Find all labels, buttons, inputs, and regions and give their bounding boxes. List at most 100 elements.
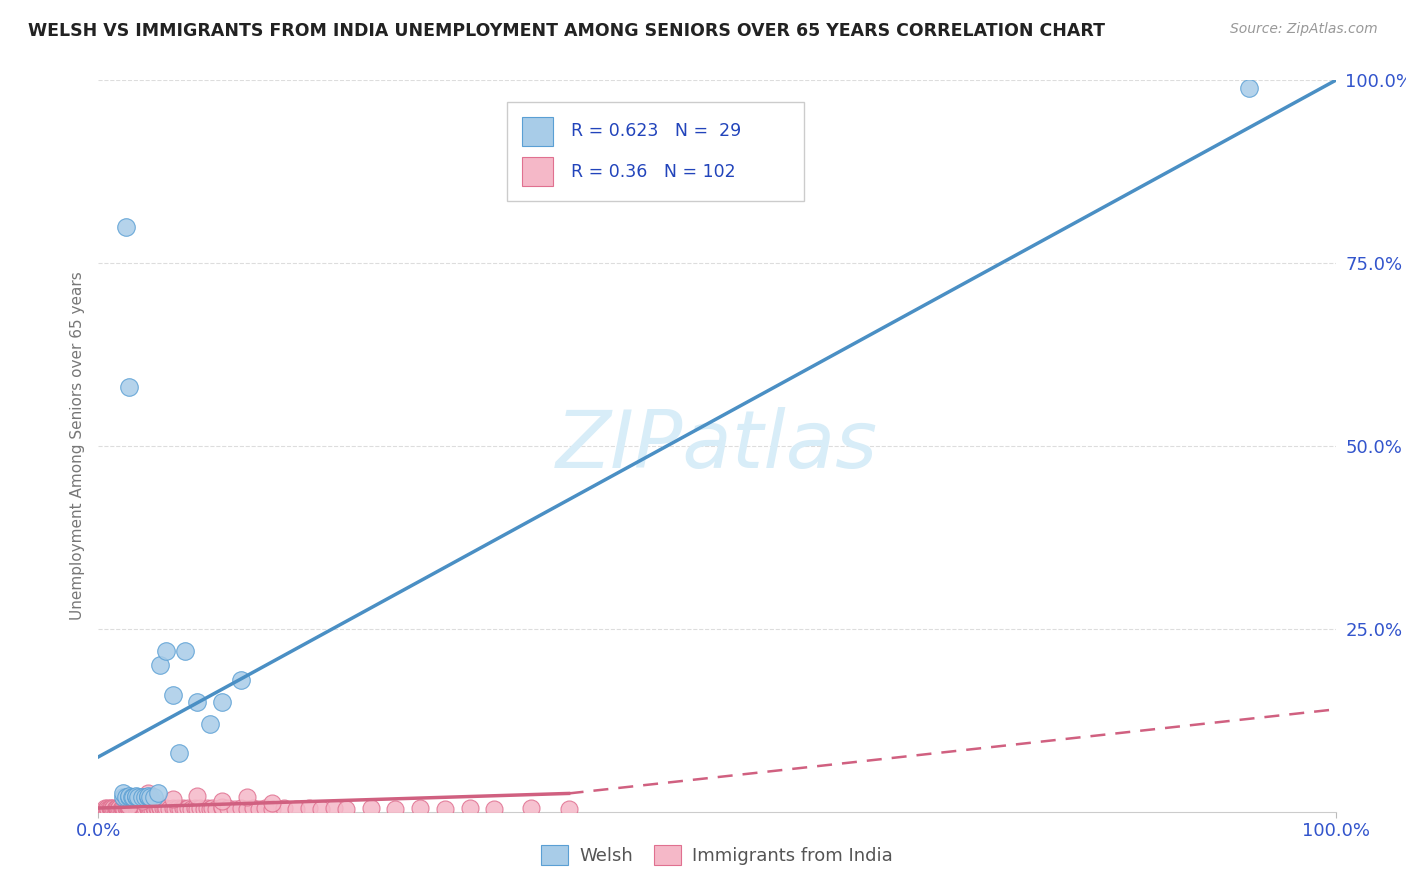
Point	[360, 801, 382, 815]
Point	[169, 802, 191, 816]
Point	[122, 802, 145, 816]
Point	[97, 802, 120, 816]
Point	[128, 802, 150, 816]
Point	[149, 801, 172, 815]
Point	[335, 802, 357, 816]
Point	[118, 380, 141, 394]
Point	[118, 789, 141, 803]
Point	[162, 791, 184, 805]
Point	[298, 801, 321, 815]
Point	[134, 801, 156, 815]
Point	[217, 801, 239, 815]
Point	[93, 801, 115, 815]
Bar	[522, 117, 553, 146]
Point	[104, 801, 127, 815]
Point	[139, 790, 162, 805]
Point	[211, 801, 233, 815]
Point	[229, 673, 252, 687]
Point	[458, 801, 481, 815]
Point	[105, 802, 128, 816]
Point	[101, 802, 124, 816]
Point	[112, 801, 135, 815]
Point	[165, 802, 187, 816]
Point	[96, 801, 118, 815]
Point	[224, 802, 246, 816]
Point	[111, 801, 134, 815]
Point	[117, 801, 139, 815]
Point	[112, 790, 135, 805]
Point	[143, 790, 166, 805]
Point	[229, 801, 252, 815]
Text: WELSH VS IMMIGRANTS FROM INDIA UNEMPLOYMENT AMONG SENIORS OVER 65 YEARS CORRELAT: WELSH VS IMMIGRANTS FROM INDIA UNEMPLOYM…	[28, 22, 1105, 40]
Point	[107, 802, 129, 816]
Point	[141, 802, 163, 816]
Point	[118, 801, 141, 815]
Point	[121, 790, 143, 805]
Point	[112, 802, 135, 816]
Point	[172, 801, 194, 815]
Point	[188, 801, 211, 815]
Point	[186, 789, 208, 803]
Point	[211, 794, 233, 808]
Text: R = 0.623   N =  29: R = 0.623 N = 29	[571, 122, 741, 140]
Point	[124, 802, 146, 816]
Point	[115, 802, 138, 816]
Point	[152, 801, 174, 815]
Point	[100, 801, 122, 815]
Point	[260, 802, 283, 816]
Point	[139, 801, 162, 815]
Point	[167, 746, 190, 760]
Point	[184, 801, 207, 815]
Point	[198, 717, 221, 731]
Point	[211, 695, 233, 709]
Point	[309, 802, 332, 816]
Point	[1237, 80, 1260, 95]
Point	[195, 801, 218, 815]
Point	[149, 800, 172, 814]
Point	[124, 801, 146, 815]
Point	[205, 802, 228, 816]
Point	[136, 802, 159, 816]
Point	[236, 790, 259, 805]
Point	[114, 801, 136, 815]
Point	[120, 802, 142, 816]
Point	[134, 802, 156, 816]
Point	[112, 787, 135, 801]
Point	[322, 801, 344, 815]
Legend: Welsh, Immigrants from India: Welsh, Immigrants from India	[534, 838, 900, 872]
Point	[121, 801, 143, 815]
Point	[131, 790, 153, 805]
Point	[110, 802, 132, 816]
Point	[201, 801, 224, 815]
Point	[94, 802, 117, 816]
Point	[136, 790, 159, 805]
Point	[132, 801, 155, 815]
Point	[100, 802, 122, 816]
Point	[484, 802, 506, 816]
FancyBboxPatch shape	[506, 103, 804, 201]
Point	[134, 790, 156, 805]
Point	[166, 801, 188, 815]
Point	[118, 798, 141, 813]
Point	[143, 802, 166, 816]
Point	[114, 219, 136, 234]
Point	[136, 789, 159, 803]
Point	[176, 801, 198, 815]
Point	[112, 802, 135, 816]
Point	[155, 802, 177, 816]
Point	[236, 802, 259, 816]
Point	[162, 688, 184, 702]
Point	[125, 802, 148, 816]
Point	[273, 801, 295, 815]
Point	[114, 790, 136, 805]
Point	[146, 787, 169, 801]
Point	[180, 802, 202, 816]
Point	[162, 801, 184, 815]
Point	[98, 801, 121, 815]
Point	[138, 802, 160, 816]
Point	[127, 801, 149, 815]
Point	[149, 658, 172, 673]
Point	[433, 802, 456, 816]
Point	[198, 802, 221, 816]
Point	[193, 802, 215, 816]
